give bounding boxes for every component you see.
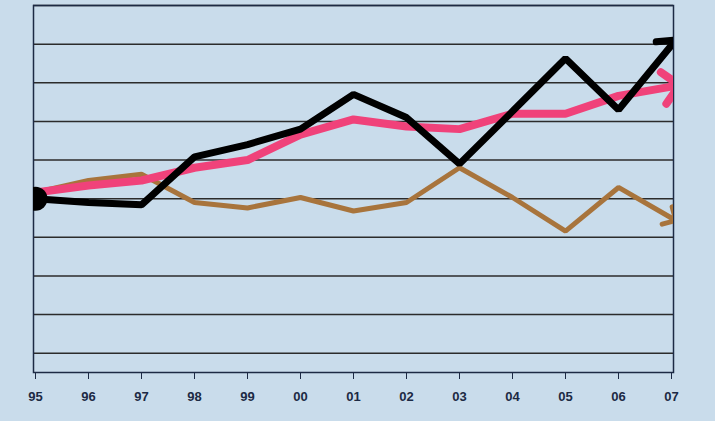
svg-text:97: 97 bbox=[134, 389, 148, 404]
svg-text:04: 04 bbox=[505, 389, 520, 404]
svg-text:03: 03 bbox=[452, 389, 466, 404]
svg-text:00: 00 bbox=[293, 389, 307, 404]
svg-text:96: 96 bbox=[81, 389, 95, 404]
svg-text:98: 98 bbox=[187, 389, 201, 404]
svg-text:07: 07 bbox=[664, 389, 678, 404]
svg-text:05: 05 bbox=[558, 389, 572, 404]
svg-text:02: 02 bbox=[399, 389, 413, 404]
svg-text:95: 95 bbox=[28, 389, 42, 404]
svg-text:06: 06 bbox=[611, 389, 625, 404]
svg-text:01: 01 bbox=[346, 389, 360, 404]
svg-text:99: 99 bbox=[240, 389, 254, 404]
